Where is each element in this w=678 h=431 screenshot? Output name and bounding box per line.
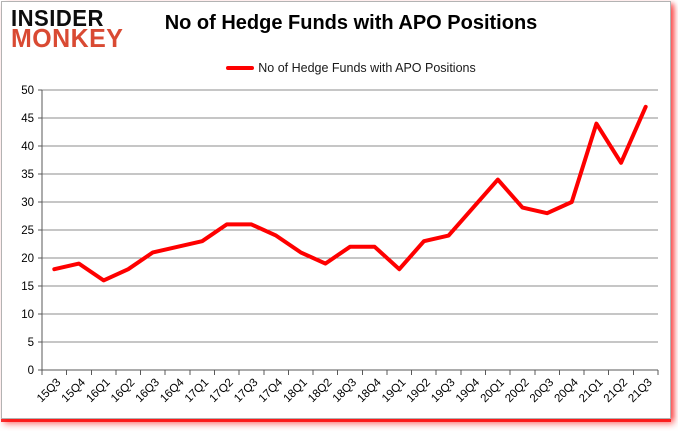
logo-insider-text: INSIDER: [11, 5, 104, 31]
x-axis-label: 17Q1: [183, 377, 211, 405]
x-axis-label: 16Q1: [84, 377, 112, 405]
x-axis-label: 16Q2: [109, 377, 137, 405]
y-axis-label: 50: [21, 85, 34, 97]
chart-legend: No of Hedge Funds with APO Positions: [42, 60, 660, 76]
x-axis-label: 17Q2: [208, 377, 236, 405]
logo-monkey-text: MONKEY: [11, 22, 124, 53]
chart-title: No of Hedge Funds with APO Positions: [164, 12, 538, 34]
y-axis-label: 10: [21, 309, 34, 321]
x-axis-label: 17Q3: [232, 377, 260, 405]
x-axis-label: 20Q2: [503, 377, 531, 405]
x-axis-label: 21Q3: [626, 377, 654, 405]
x-axis-label: 18Q1: [281, 377, 309, 405]
x-axis-label: 20Q1: [479, 377, 507, 405]
y-axis-label: 5: [28, 337, 34, 349]
x-axis-label: 17Q4: [257, 376, 286, 405]
x-axis-label: 21Q2: [602, 377, 630, 405]
legend-line-swatch: [226, 66, 255, 70]
x-axis-label: 15Q4: [60, 376, 89, 405]
y-axis-label: 25: [21, 225, 34, 237]
x-axis-label: 18Q3: [331, 377, 359, 405]
x-axis-label: 16Q4: [158, 376, 187, 405]
y-axis-label: 40: [21, 141, 34, 153]
y-axis-label: 15: [21, 281, 34, 293]
y-axis-label: 30: [21, 197, 34, 209]
x-axis-label: 15Q3: [35, 377, 63, 405]
insider-monkey-logo: INSIDER MONKEY: [11, 5, 124, 53]
x-axis-label: 19Q4: [454, 376, 483, 405]
x-axis-label: 16Q3: [134, 377, 162, 405]
y-axis-label: 35: [21, 169, 34, 181]
x-axis-label: 20Q4: [552, 376, 581, 405]
x-axis-label: 19Q2: [405, 377, 433, 405]
chart-card: INSIDER MONKEY No of Hedge Funds with AP…: [1, 1, 671, 419]
line-chart-plot-area: 0 5 10 15 20 25 30 35 40 45 50 15Q315Q416Q116Q216Q3…: [21, 85, 659, 405]
legend-label: No of Hedge Funds with APO Positions: [258, 61, 476, 75]
y-axis-label: 20: [21, 253, 34, 265]
x-axis-label: 21Q1: [577, 377, 605, 405]
y-axis-label: 0: [28, 365, 34, 377]
y-axis-label: 45: [21, 113, 34, 125]
x-axis-label: 19Q3: [429, 377, 457, 405]
x-axis-label: 20Q3: [528, 377, 556, 405]
x-axis-label: 18Q2: [306, 377, 334, 405]
x-axis-label: 19Q1: [380, 377, 408, 405]
data-series-line: [52, 104, 648, 283]
x-axis-label: 18Q4: [355, 376, 384, 405]
